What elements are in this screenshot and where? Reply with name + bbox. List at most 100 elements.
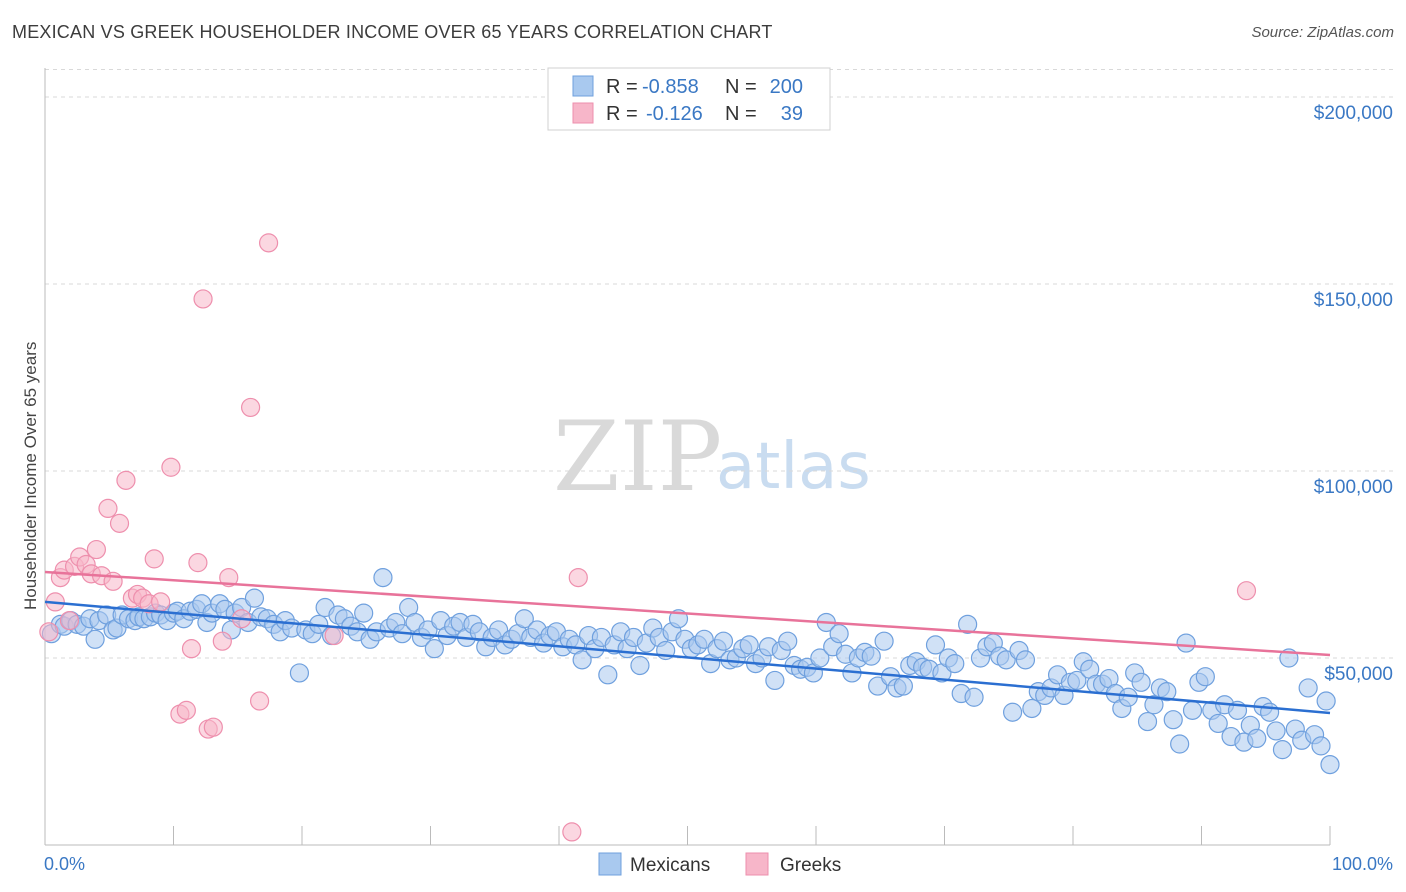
bottom-legend-swatch-greeks bbox=[745, 852, 769, 876]
data-point bbox=[1266, 721, 1286, 741]
bottom-legend-label-greeks: Greeks bbox=[780, 855, 841, 876]
data-point bbox=[514, 609, 534, 629]
y-tick-label: $100,000 bbox=[1314, 477, 1393, 498]
data-point bbox=[1236, 581, 1257, 601]
y-tick-label: $150,000 bbox=[1314, 290, 1393, 311]
data-point bbox=[109, 513, 130, 533]
legend-swatch-greeks bbox=[572, 102, 594, 124]
legend-n-label-greeks: N = bbox=[725, 103, 757, 125]
data-point bbox=[98, 498, 118, 518]
gridlines bbox=[45, 68, 1393, 659]
data-point bbox=[598, 665, 618, 685]
data-point bbox=[1272, 740, 1293, 760]
legend-n-value-greeks: 39 bbox=[781, 103, 803, 125]
data-point bbox=[144, 549, 164, 569]
data-point bbox=[1176, 633, 1196, 653]
data-point bbox=[151, 592, 171, 612]
data-point bbox=[1131, 672, 1151, 692]
data-point bbox=[1170, 734, 1190, 754]
data-point bbox=[1015, 650, 1036, 670]
data-point bbox=[694, 629, 714, 649]
legend-r-value-greeks: -0.126 bbox=[646, 103, 703, 125]
data-point bbox=[765, 670, 785, 691]
data-point bbox=[203, 717, 223, 737]
greeks-trend-line bbox=[44, 570, 1331, 657]
data-point bbox=[1182, 700, 1203, 720]
data-point bbox=[945, 654, 965, 674]
legend-box bbox=[547, 67, 831, 131]
watermark: ZIP atlas bbox=[553, 401, 871, 513]
data-point bbox=[161, 457, 181, 477]
legend-r-value-mexicans: -0.858 bbox=[642, 76, 699, 98]
chart-source: Source: ZipAtlas.com bbox=[1251, 24, 1394, 41]
data-point bbox=[893, 676, 913, 696]
x-tick-label-max: 100.0% bbox=[1332, 854, 1393, 874]
data-point bbox=[1144, 695, 1164, 715]
data-point bbox=[739, 635, 759, 655]
bottom-legend-label-mexicans: Mexicans bbox=[630, 855, 710, 876]
data-point bbox=[572, 650, 592, 670]
data-point bbox=[1022, 698, 1042, 719]
series-mexicans-points bbox=[41, 567, 1340, 775]
data-point bbox=[249, 691, 270, 711]
data-point bbox=[562, 822, 582, 842]
data-point bbox=[1163, 710, 1183, 730]
data-point bbox=[1311, 736, 1331, 756]
data-point bbox=[1137, 711, 1158, 732]
legend-r-label-mexicans: R = bbox=[606, 76, 638, 98]
data-point bbox=[1003, 702, 1023, 722]
data-point bbox=[1247, 728, 1267, 749]
data-point bbox=[1195, 667, 1215, 687]
data-point bbox=[188, 553, 208, 573]
data-point bbox=[289, 663, 310, 683]
data-point bbox=[868, 676, 888, 696]
y-tick-labels: $50,000 $100,000 $150,000 $200,000 bbox=[1314, 103, 1393, 685]
data-point bbox=[59, 610, 80, 631]
data-point bbox=[810, 648, 830, 668]
x-tick-label-min: 0.0% bbox=[44, 854, 85, 874]
data-point bbox=[925, 635, 946, 655]
data-point bbox=[874, 631, 894, 651]
data-point bbox=[568, 567, 588, 588]
legend-swatch-mexicans bbox=[572, 75, 594, 97]
data-point bbox=[1157, 682, 1177, 702]
data-point bbox=[996, 650, 1016, 670]
series-legend: Mexicans Greeks bbox=[598, 852, 841, 876]
data-point bbox=[861, 646, 881, 666]
data-point bbox=[258, 233, 279, 253]
watermark-zip: ZIP bbox=[553, 401, 722, 513]
data-point bbox=[39, 622, 59, 642]
y-axis-label: Householder Income Over 65 years bbox=[21, 342, 40, 610]
data-point bbox=[778, 631, 798, 651]
data-point bbox=[219, 567, 239, 588]
x-axis-ticks bbox=[44, 826, 1331, 845]
mexicans-trend-line bbox=[44, 600, 1331, 715]
data-point bbox=[181, 639, 202, 659]
legend-r-label-greeks: R = bbox=[606, 103, 638, 125]
data-point bbox=[1067, 670, 1087, 691]
data-point bbox=[244, 588, 265, 608]
data-point bbox=[212, 631, 232, 651]
data-point bbox=[713, 631, 734, 651]
data-point bbox=[1298, 678, 1318, 698]
data-point bbox=[86, 539, 107, 560]
data-point bbox=[176, 700, 196, 720]
data-point bbox=[1320, 754, 1340, 775]
data-point bbox=[958, 614, 978, 634]
bottom-legend-swatch-mexicans bbox=[598, 852, 622, 876]
legend-n-value-mexicans: 200 bbox=[770, 76, 803, 98]
data-point bbox=[630, 655, 650, 676]
series-greeks-points bbox=[39, 233, 1257, 842]
data-point bbox=[241, 397, 261, 418]
data-point bbox=[424, 639, 444, 659]
data-point bbox=[1316, 691, 1336, 711]
y-tick-label: $200,000 bbox=[1314, 103, 1393, 124]
data-point bbox=[829, 624, 849, 644]
y-tick-label: $50,000 bbox=[1324, 664, 1393, 685]
data-point bbox=[193, 289, 213, 309]
legend-n-label-mexicans: N = bbox=[725, 76, 757, 98]
chart-title: MEXICAN VS GREEK HOUSEHOLDER INCOME OVER… bbox=[12, 22, 773, 42]
data-point bbox=[1260, 702, 1280, 722]
correlation-legend: R = -0.858 N = 200 R = -0.126 N = 39 bbox=[547, 67, 831, 131]
